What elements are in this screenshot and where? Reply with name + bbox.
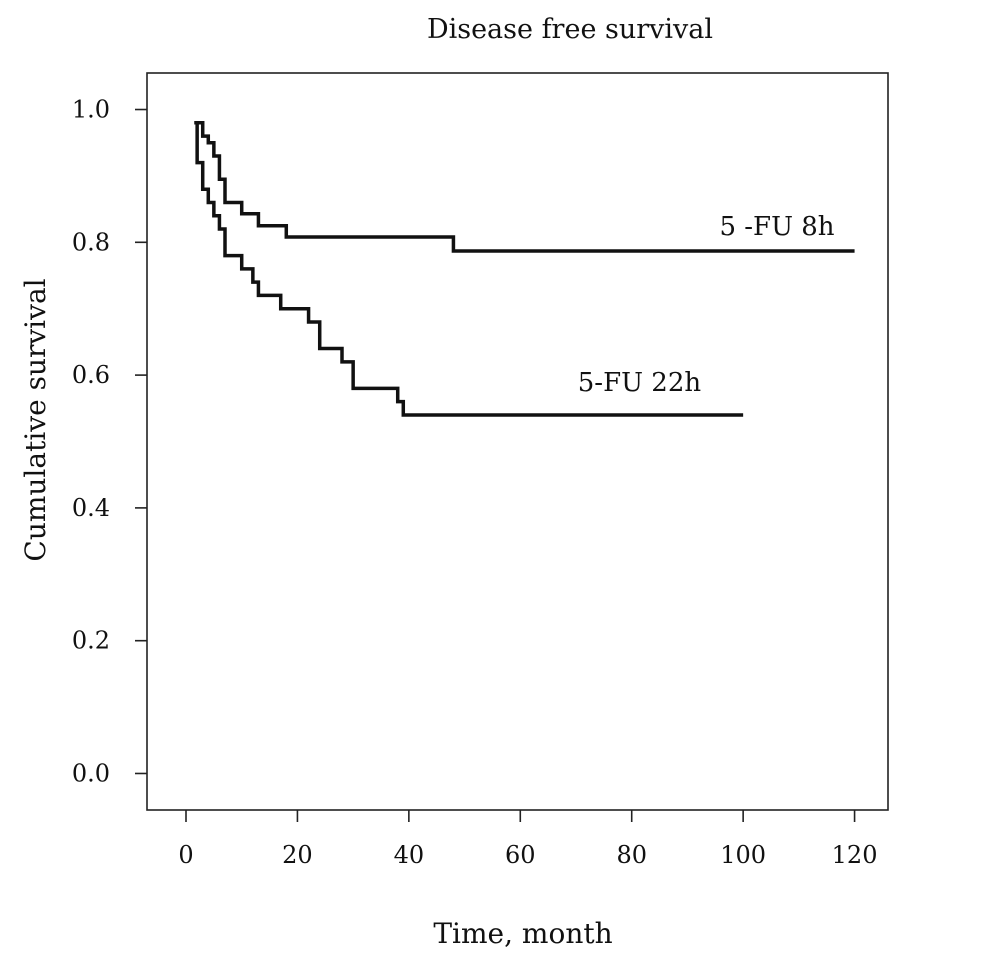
x-tick-label: 120: [832, 841, 878, 869]
plot-frame: [146, 72, 889, 811]
chart-title: Disease free survival: [427, 14, 713, 45]
x-tick-label: 40: [394, 841, 425, 869]
x-tick-label: 60: [505, 841, 536, 869]
y-tick-label: 0.8: [72, 228, 110, 256]
y-tick-label: 0.0: [72, 759, 110, 787]
x-tick-label: 100: [720, 841, 766, 869]
series-labels: 5 -FU 8h 5-FU 22h: [578, 212, 835, 398]
y-axis: 0.0 0.2 0.4 0.6 0.8 1.0: [72, 96, 147, 787]
x-tick-label: 20: [282, 841, 313, 869]
series-label-1: 5 -FU 8h: [719, 212, 834, 242]
series-label-2: 5-FU 22h: [578, 368, 702, 398]
x-axis: 0 20 40 60 80 100 120: [178, 810, 877, 869]
y-tick-label: 0.4: [72, 494, 110, 522]
y-tick-label: 0.6: [72, 361, 110, 389]
y-axis-label: Cumulative survival: [19, 278, 52, 561]
survival-curve-1: [194, 121, 855, 253]
y-tick-label: 0.2: [72, 627, 110, 655]
survival-curve-2: [194, 121, 744, 417]
plot-area: [194, 121, 855, 417]
y-tick-label: 1.0: [72, 96, 110, 124]
x-tick-label: 0: [178, 841, 193, 869]
x-axis-label: Time, month: [433, 917, 612, 950]
x-tick-label: 80: [616, 841, 647, 869]
